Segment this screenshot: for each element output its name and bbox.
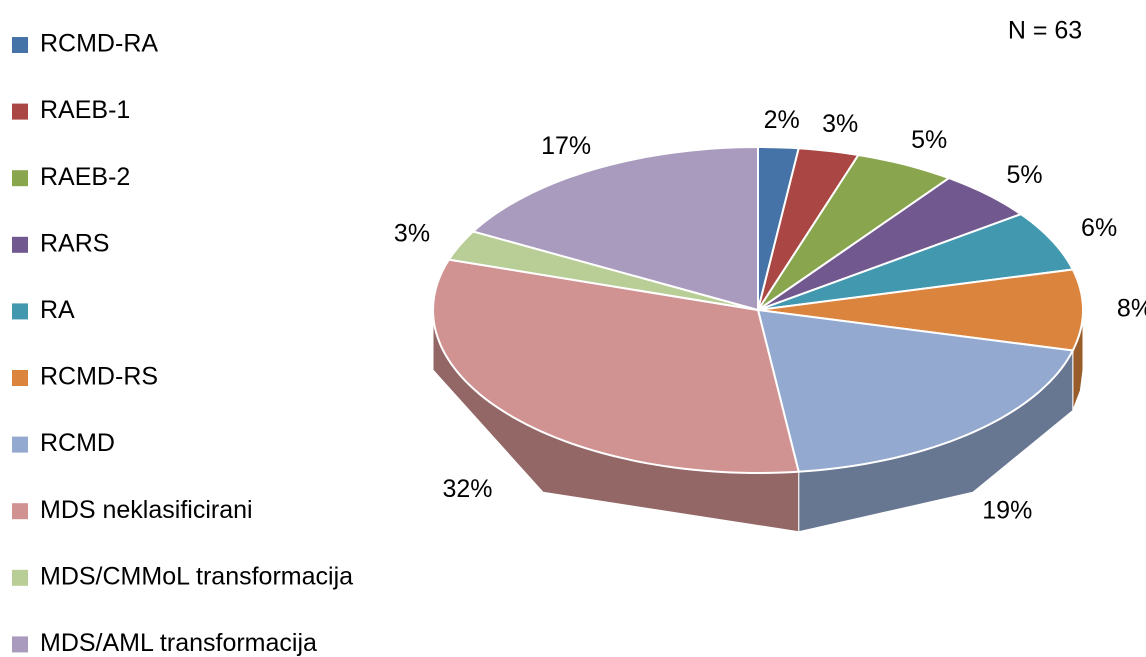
slice — [756, 308, 1075, 473]
data-label: 3% — [394, 220, 430, 248]
data-label: 19% — [982, 496, 1032, 524]
slice — [431, 258, 800, 474]
legend-label: RAEB-2 — [40, 163, 130, 191]
legend-swatch — [12, 236, 28, 253]
slice — [447, 230, 759, 311]
legend-label: MDS neklasificirani — [40, 496, 253, 524]
legend-swatch — [12, 303, 28, 320]
legend-swatch — [12, 170, 28, 187]
slice — [757, 153, 952, 311]
data-label: 6% — [1081, 214, 1117, 242]
slice — [471, 145, 759, 312]
slice — [757, 213, 1075, 311]
data-label: 3% — [822, 110, 858, 138]
data-label: 8% — [1117, 295, 1146, 323]
legend-label: RAEB-1 — [40, 96, 130, 124]
data-label: 5% — [1007, 161, 1043, 189]
legend-label: RCMD-RS — [40, 363, 158, 391]
legend-label: MDS/CMMoL transformacija — [40, 562, 353, 590]
legend-swatch — [12, 569, 28, 586]
slice — [757, 268, 1084, 352]
legend-label: RCMD-RA — [40, 30, 158, 58]
legend-swatch — [12, 370, 28, 386]
legend-swatch — [12, 636, 28, 653]
legend-label: RARS — [40, 229, 109, 257]
legend-label: MDS/AML transformacija — [40, 629, 317, 657]
legend-label: RA — [40, 296, 75, 324]
data-label: 5% — [911, 126, 947, 154]
data-label: 32% — [442, 475, 492, 503]
annotation: N = 63 — [1008, 17, 1082, 45]
legend-label: RCMD — [40, 429, 115, 457]
legend-swatch — [12, 503, 28, 520]
legend-swatch — [12, 103, 28, 120]
data-label: 17% — [541, 132, 591, 160]
slice — [757, 176, 1024, 311]
legend-swatch — [12, 436, 28, 453]
legend-swatch — [12, 37, 28, 53]
data-label: 2% — [764, 106, 800, 134]
